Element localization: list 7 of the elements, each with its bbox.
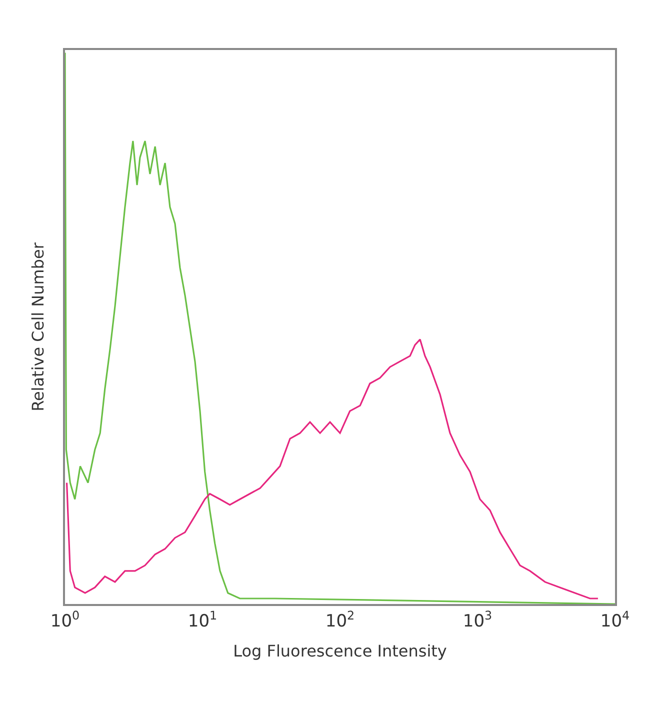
x-tick-label: 10$^{4}$	[600, 608, 630, 632]
x-tick-label: 10$^{0}$	[50, 608, 80, 632]
x-tick-label: 10$^{2}$	[325, 608, 355, 632]
x-tick-label: 10$^{3}$	[462, 608, 492, 632]
x-axis-title: Log Fluorescence Intensity	[233, 642, 447, 661]
y-axis-title: Relative Cell Number	[28, 242, 48, 412]
x-tick-label: 10$^{1}$	[188, 608, 218, 632]
